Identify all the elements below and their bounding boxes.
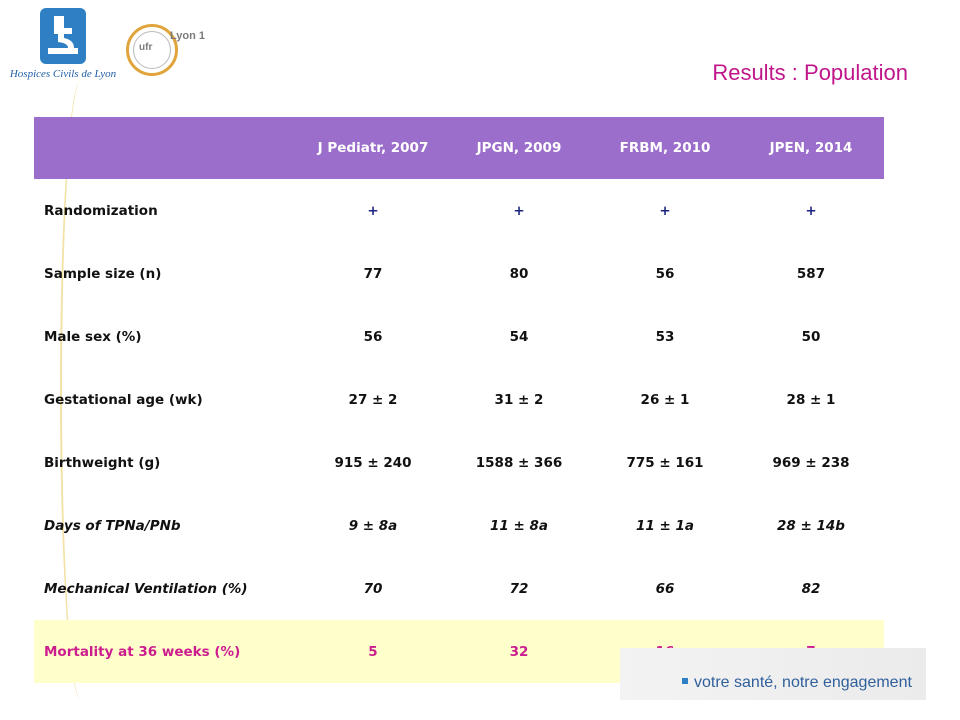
table-cell: 11 ± 8a [489,517,548,534]
table-cell: 66 [655,580,675,597]
table-cell: 27 ± 2 [348,391,398,408]
table-cell: 70 [363,580,383,597]
column-header-j-pediatr: J Pediatr, 2007 [300,117,446,179]
table-cell: 56 [655,265,675,282]
population-table: J Pediatr, 2007 JPGN, 2009 FRBM, 2010 JP… [34,117,884,683]
hospices-civils-de-lyon-logo: Hospices Civils de Lyon [8,8,118,88]
lyon-circle-inner [133,31,171,69]
column-header-frbm: FRBM, 2010 [592,117,738,179]
table-row-birthweight: Birthweight (g) 915 ± 240 1588 ± 366 775… [34,431,884,494]
row-label: Gestational age (wk) [44,391,203,408]
ufr-text: ufr [139,42,153,53]
row-label: Male sex (%) [44,328,142,345]
table-cell: 82 [801,580,821,597]
table-cell: 56 [363,328,383,345]
column-header-empty [34,117,300,179]
table-row-sample-size: Sample size (n) 77 80 56 587 [34,242,884,305]
table-header-row: J Pediatr, 2007 JPGN, 2009 FRBM, 2010 JP… [34,117,884,179]
table-cell: 77 [363,265,383,282]
table-cell: 5 [300,620,446,683]
table-cell: 969 ± 238 [772,454,850,471]
table-row-days-of-tpn: Days of TPNa/PNb 9 ± 8a 11 ± 8a 11 ± 1a … [34,494,884,557]
table-cell: 53 [655,328,675,345]
table-row-gestational-age: Gestational age (wk) 27 ± 2 31 ± 2 26 ± … [34,368,884,431]
slide-title: Results : Population [712,60,908,85]
row-label: Sample size (n) [44,265,162,282]
table-cell: + [367,202,379,219]
row-label: Mortality at 36 weeks (%) [34,620,300,683]
table-cell: 28 ± 1 [786,391,836,408]
table-row-randomization: Randomization + + + + [34,179,884,242]
decorative-arc [60,80,102,700]
table-cell: 50 [801,328,821,345]
table-cell: + [659,202,671,219]
footer-tagline: votre santé, notre engagement [694,674,912,691]
table-cell: 32 [446,620,592,683]
table-cell: 31 ± 2 [494,391,544,408]
row-label: Mechanical Ventilation (%) [44,580,248,597]
lyon-1-text: Lyon 1 [170,30,206,42]
row-label: Days of TPNa/PNb [44,517,181,534]
table-cell: 80 [509,265,529,282]
table-cell: 26 ± 1 [640,391,690,408]
table-cell: + [513,202,525,219]
table-cell: 1588 ± 366 [475,454,563,471]
table-cell: 72 [509,580,529,597]
footer-band [620,648,926,700]
row-label: Randomization [44,202,158,219]
table-cell: 9 ± 8a [348,517,398,534]
table-cell: 54 [509,328,529,345]
table-cell: 587 [796,265,826,282]
microscope-icon [40,8,86,64]
column-header-jpgn: JPGN, 2009 [446,117,592,179]
column-header-jpen: JPEN, 2014 [738,117,884,179]
table-row-mechanical-ventilation: Mechanical Ventilation (%) 70 72 66 82 [34,557,884,620]
table-cell: 915 ± 240 [334,454,412,471]
lyon-circle-outer [126,24,178,76]
table-cell: 28 ± 14b [777,517,845,534]
footer-bullet-icon [682,678,688,684]
lyon-1-logo: ufr Lyon 1 [120,18,230,84]
table-row-male-sex: Male sex (%) 56 54 53 50 [34,305,884,368]
table-cell: + [805,202,817,219]
row-label: Birthweight (g) [44,454,161,471]
table-cell: 11 ± 1a [635,517,694,534]
hcl-logo-text: Hospices Civils de Lyon [9,68,117,80]
table-cell: 775 ± 161 [626,454,704,471]
